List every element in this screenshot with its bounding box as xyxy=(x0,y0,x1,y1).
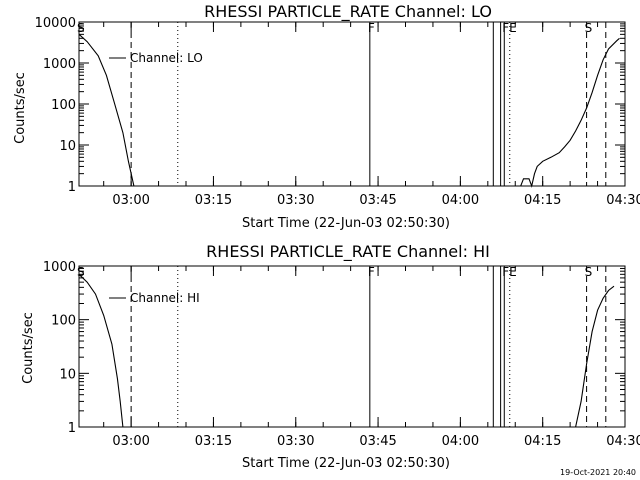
event-marker-label: FE xyxy=(502,21,516,35)
x-tick-label: 03:00 xyxy=(112,434,149,449)
x-axis-label: Start Time (22-Jun-03 02:50:30) xyxy=(242,456,450,471)
x-tick-label: 03:45 xyxy=(359,193,396,208)
chart-title: RHESSI PARTICLE_RATE Channel: LO xyxy=(204,2,492,22)
y-tick-label: 1 xyxy=(68,180,76,195)
data-series-line xyxy=(515,37,620,188)
x-tick-label: 04:15 xyxy=(524,193,561,208)
data-series-line xyxy=(78,273,124,428)
y-tick-label: 100 xyxy=(51,98,76,113)
x-tick-label: 04:15 xyxy=(524,434,561,449)
event-marker-label: S xyxy=(585,21,593,35)
x-tick-label: 03:30 xyxy=(277,434,314,449)
y-tick-label: 1000 xyxy=(43,57,76,72)
data-series-line xyxy=(78,33,135,187)
x-tick-label: 03:45 xyxy=(359,434,396,449)
y-tick-label: 1000 xyxy=(43,260,76,275)
event-marker-label: F xyxy=(368,21,375,35)
x-tick-label: 04:30 xyxy=(606,434,640,449)
y-axis-label: Counts/sec xyxy=(21,312,36,384)
legend-label: Channel: LO xyxy=(130,51,203,65)
lo-channel-panel: RHESSI PARTICLE_RATE Channel: LO Counts/… xyxy=(13,2,640,231)
legend-label: Channel: HI xyxy=(130,291,200,305)
x-tick-label: 03:00 xyxy=(112,193,149,208)
y-tick-label: 10 xyxy=(59,367,76,382)
event-marker-label: S xyxy=(585,265,593,279)
chart-title: RHESSI PARTICLE_RATE Channel: HI xyxy=(206,242,490,262)
y-axis-label: Counts/sec xyxy=(13,72,28,144)
event-marker-label: FE xyxy=(502,265,516,279)
timestamp: 19-Oct-2021 20:40 xyxy=(560,468,636,477)
y-tick-label: 100 xyxy=(51,314,76,329)
hi-channel-panel: RHESSI PARTICLE_RATE Channel: HI Counts/… xyxy=(21,242,640,471)
x-axis-label: Start Time (22-Jun-03 02:50:30) xyxy=(242,216,450,231)
x-tick-label: 04:30 xyxy=(606,193,640,208)
y-tick-label: 10000 xyxy=(35,16,76,31)
y-tick-label: 1 xyxy=(68,421,76,436)
x-tick-label: 03:15 xyxy=(195,193,232,208)
event-marker-label: S xyxy=(77,265,85,279)
data-series-line xyxy=(575,285,615,428)
x-tick-label: 04:00 xyxy=(442,193,479,208)
x-tick-label: 03:30 xyxy=(277,193,314,208)
y-tick-label: 10 xyxy=(59,139,76,154)
event-marker-label: F xyxy=(368,265,375,279)
x-tick-label: 04:00 xyxy=(442,434,479,449)
event-marker-label: S xyxy=(77,21,85,35)
x-tick-label: 03:15 xyxy=(195,434,232,449)
